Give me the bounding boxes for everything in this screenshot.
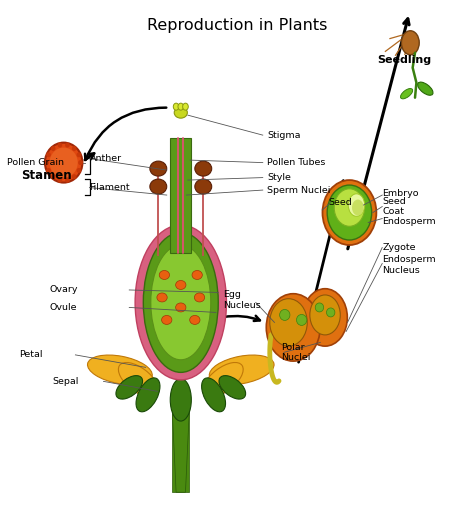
Ellipse shape [219,376,246,399]
Ellipse shape [159,271,170,279]
Ellipse shape [150,179,167,194]
Ellipse shape [57,178,62,183]
Text: Style: Style [267,173,292,182]
Ellipse shape [88,355,152,385]
Ellipse shape [401,88,413,99]
Text: Ovary: Ovary [50,285,78,294]
Ellipse shape [315,303,324,312]
Ellipse shape [194,293,205,302]
Ellipse shape [195,179,212,194]
Ellipse shape [195,161,212,176]
Ellipse shape [327,308,335,317]
Ellipse shape [51,174,55,179]
Ellipse shape [173,103,179,110]
Text: Pollen Tubes: Pollen Tubes [267,158,326,167]
Ellipse shape [178,103,183,110]
Ellipse shape [176,303,186,312]
Ellipse shape [334,189,365,226]
Ellipse shape [136,378,160,412]
Ellipse shape [348,194,365,216]
Text: Seed
Coat: Seed Coat [382,197,406,216]
Ellipse shape [201,378,226,412]
Ellipse shape [176,280,186,289]
Text: Egg
Nucleus: Egg Nucleus [223,290,261,310]
Text: Pollen Grain: Pollen Grain [8,158,64,167]
Text: Embryo: Embryo [382,189,419,198]
Text: Zygote: Zygote [382,243,416,252]
Ellipse shape [203,363,243,397]
Ellipse shape [76,153,81,157]
Ellipse shape [322,180,376,245]
Ellipse shape [303,289,347,346]
Ellipse shape [72,146,76,151]
Ellipse shape [116,376,143,399]
Ellipse shape [310,295,340,335]
Ellipse shape [162,316,172,324]
Text: Filament: Filament [90,183,130,192]
Ellipse shape [50,147,78,178]
Ellipse shape [157,293,167,302]
Ellipse shape [45,160,49,165]
Text: Sepal: Sepal [52,377,78,386]
Text: Reproduction in Plants: Reproduction in Plants [147,18,327,33]
Ellipse shape [266,294,320,361]
Text: Stigma: Stigma [267,131,301,139]
Ellipse shape [46,168,51,173]
Ellipse shape [210,355,274,385]
Ellipse shape [45,142,82,183]
Ellipse shape [143,232,218,372]
Ellipse shape [78,160,83,165]
Text: Polar
Nuclei: Polar Nuclei [282,343,311,362]
Polygon shape [173,412,189,492]
Text: Endosperm: Endosperm [382,217,436,226]
Text: Seedling: Seedling [377,55,432,65]
Ellipse shape [352,199,364,216]
Ellipse shape [418,82,433,95]
Ellipse shape [170,379,191,421]
Ellipse shape [65,142,70,147]
Ellipse shape [297,315,307,325]
Ellipse shape [150,161,167,176]
Ellipse shape [72,174,76,179]
Ellipse shape [280,310,290,321]
Ellipse shape [76,168,81,173]
Ellipse shape [190,316,200,324]
Ellipse shape [135,225,227,380]
Text: Petal: Petal [19,350,43,360]
Ellipse shape [270,298,307,346]
Polygon shape [173,402,189,492]
Ellipse shape [401,31,419,55]
Text: Seed: Seed [328,198,352,207]
Text: Ovule: Ovule [50,303,77,312]
Ellipse shape [51,146,55,151]
Ellipse shape [46,153,51,157]
Ellipse shape [151,245,211,360]
Text: Stamen: Stamen [21,169,72,182]
Text: Anther: Anther [90,154,121,163]
Polygon shape [171,138,191,252]
Ellipse shape [118,363,159,397]
Ellipse shape [182,103,188,110]
Ellipse shape [174,107,187,118]
Ellipse shape [327,185,372,240]
Ellipse shape [57,142,62,147]
Ellipse shape [192,271,202,279]
Ellipse shape [65,178,70,183]
Text: Endosperm
Nucleus: Endosperm Nucleus [382,256,436,275]
Text: Sperm Nuclei: Sperm Nuclei [267,185,331,194]
